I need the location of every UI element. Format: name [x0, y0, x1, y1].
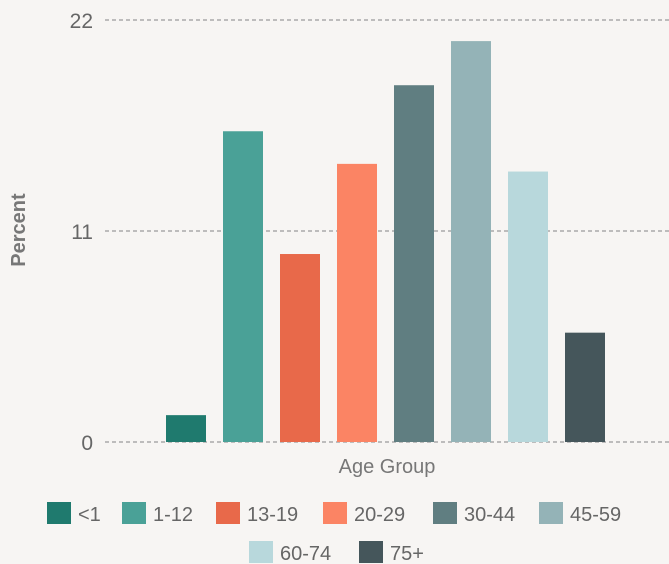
y-tick-label: 0 [81, 432, 93, 455]
legend-swatch [249, 541, 273, 563]
bar-1 [166, 415, 206, 442]
legend-label: <1 [78, 504, 101, 526]
bar-6 [451, 41, 491, 442]
legend-swatch [216, 502, 240, 524]
legend-label: 60-74 [280, 543, 331, 564]
legend-swatch [359, 541, 383, 563]
legend-label: 30-44 [464, 504, 515, 526]
legend-swatch [433, 502, 457, 524]
legend-swatch [323, 502, 347, 524]
bars [166, 41, 605, 442]
legend-item: 1-12 [122, 502, 193, 526]
legend-item: 20-29 [323, 502, 405, 526]
legend-label: 75+ [390, 543, 424, 564]
bar-3 [280, 254, 320, 442]
y-axis-label: Percent [8, 193, 30, 267]
legend-swatch [122, 502, 146, 524]
legend-swatch [47, 502, 71, 524]
bar-4 [337, 163, 377, 442]
legend-item: 45-59 [539, 502, 621, 526]
legend-label: 13-19 [247, 504, 298, 526]
legend: <1 1-12 13-19 20-29 30-44 45-59 60-74 75+ [47, 502, 621, 564]
legend-item: 60-74 [249, 541, 331, 564]
legend-item: 13-19 [216, 502, 298, 526]
y-tick-label: 22 [70, 10, 93, 33]
legend-item: 30-44 [433, 502, 515, 526]
legend-swatch [539, 502, 563, 524]
y-tick-label: 11 [71, 221, 93, 244]
legend-label: 20-29 [354, 504, 405, 526]
bar-2 [223, 131, 263, 442]
bar-5 [394, 85, 434, 442]
legend-item: <1 [47, 502, 101, 526]
bar-7 [508, 171, 548, 442]
bar-8 [565, 332, 605, 442]
legend-label: 45-59 [570, 504, 621, 526]
legend-label: 1-12 [153, 504, 193, 526]
legend-item: 75+ [359, 541, 424, 564]
x-axis-label: Age Group [339, 456, 436, 478]
y-axis-ticks: 0 11 22 [70, 10, 93, 455]
